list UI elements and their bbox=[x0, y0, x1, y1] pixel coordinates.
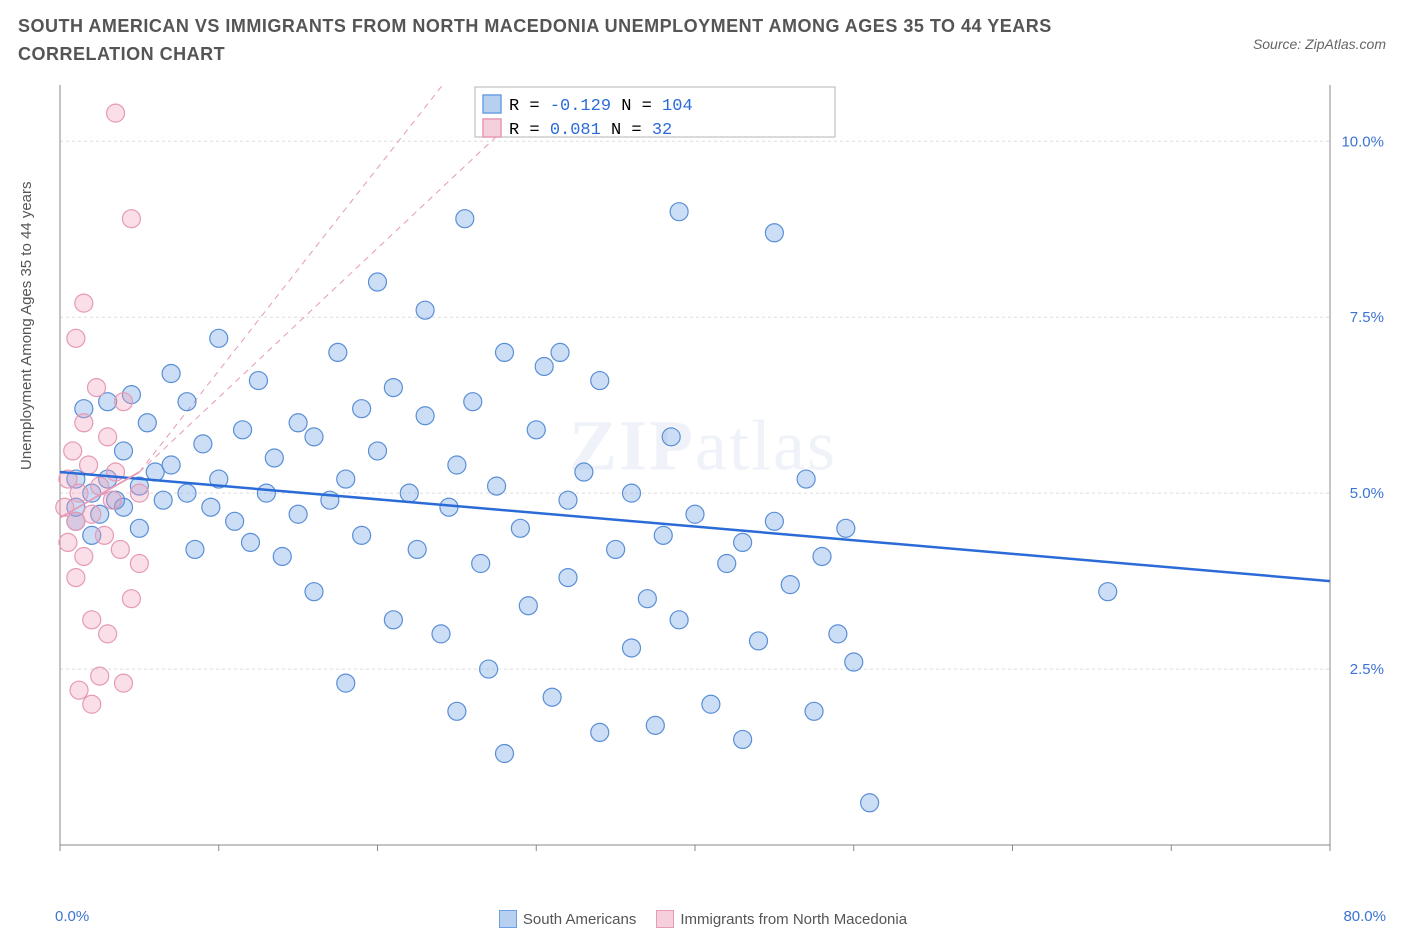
svg-text:7.5%: 7.5% bbox=[1350, 309, 1384, 326]
legend-swatch bbox=[499, 910, 517, 928]
legend-label: Immigrants from North Macedonia bbox=[680, 911, 907, 928]
chart-title: SOUTH AMERICAN VS IMMIGRANTS FROM NORTH … bbox=[18, 12, 1118, 68]
bottom-legend: South Americans Immigrants from North Ma… bbox=[0, 910, 1406, 928]
legend-item-south-americans: South Americans bbox=[499, 910, 636, 928]
legend-label: South Americans bbox=[523, 911, 636, 928]
svg-text:R = -0.129 N = 104: R = -0.129 N = 104 bbox=[509, 97, 693, 116]
legend-swatch bbox=[656, 910, 674, 928]
svg-text:5.0%: 5.0% bbox=[1350, 485, 1384, 502]
y-axis-label: Unemployment Among Ages 35 to 44 years bbox=[18, 181, 35, 470]
svg-text:10.0%: 10.0% bbox=[1341, 133, 1384, 150]
legend-item-north-macedonia: Immigrants from North Macedonia bbox=[656, 910, 907, 928]
scatter-plot: 2.5% 5.0% 7.5% 10.0% R = -0.129 N = 104 R = 0… bbox=[55, 75, 1390, 885]
svg-text:R = 0.081 N = 32: R = 0.081 N = 32 bbox=[509, 121, 672, 140]
source-label: Source: ZipAtlas.com bbox=[1253, 36, 1386, 52]
chart-container: SOUTH AMERICAN VS IMMIGRANTS FROM NORTH … bbox=[0, 0, 1406, 930]
svg-text:2.5%: 2.5% bbox=[1350, 661, 1384, 678]
